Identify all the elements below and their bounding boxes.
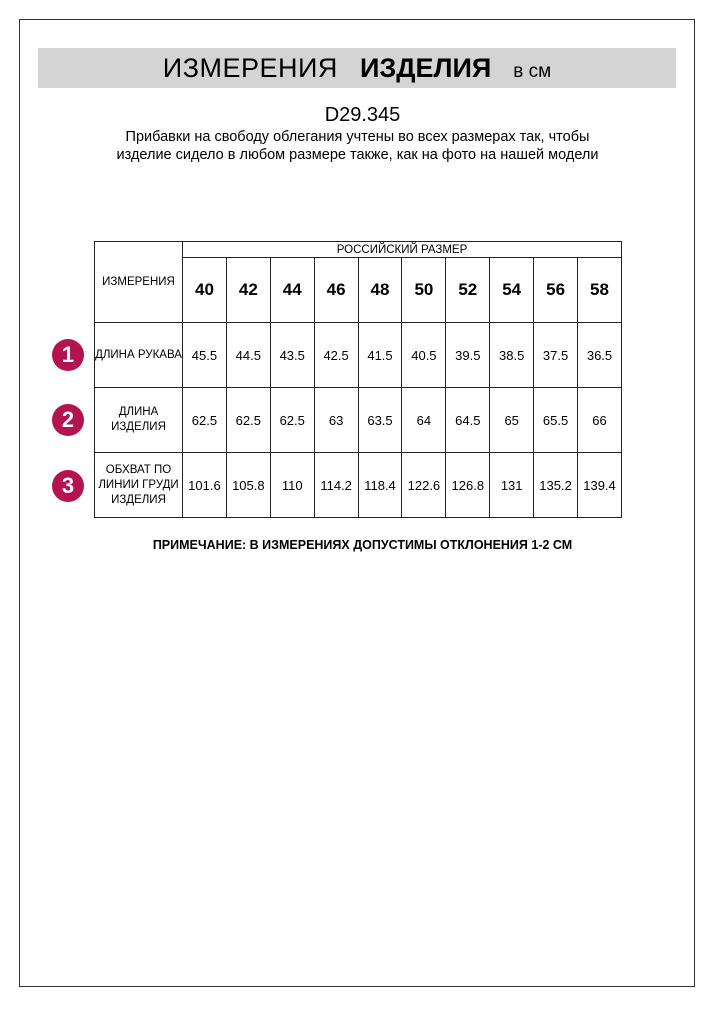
title-bold: ИЗДЕЛИЯ [359,53,492,83]
table-row: ДЛИНА ИЗДЕЛИЯ 62.5 62.5 62.5 63 63.5 64 64.5 65 6… [94,387,622,453]
title-banner: ИЗМЕРЕНИЯ ИЗДЕЛИЯ в см [38,48,676,88]
row-label: ДЛИНА ИЗДЕЛИЯ [94,387,183,453]
note: ПРИМЕЧАНИЕ: В ИЗМЕРЕНИЯХ ДОПУСТИМЫ ОТКЛО… [152,538,573,552]
size-cell: 56 [533,257,579,323]
row-label: ДЛИНА РУКАВА [94,322,183,388]
value-cell: 40.5 [401,322,447,388]
size-cell: 44 [269,257,315,323]
value-cell: 126.8 [445,452,491,518]
value-cell: 41.5 [357,322,403,388]
value-cell: 135.2 [533,452,579,518]
row-label: ОБХВАТ ПО ЛИНИИ ГРУДИ ИЗДЕЛИЯ [94,452,183,518]
value-cell: 37.5 [533,322,579,388]
size-cell: 50 [401,257,447,323]
value-cell: 101.6 [182,452,227,518]
title-regular: ИЗМЕРЕНИЯ [162,53,338,83]
number-badge: 3 [52,470,84,502]
value-cell: 39.5 [445,322,491,388]
page-frame [19,19,695,987]
size-header: РОССИЙСКИЙ РАЗМЕР [182,241,622,258]
value-cell: 64 [401,387,447,453]
value-cell: 44.5 [225,322,271,388]
size-cell: 54 [489,257,535,323]
number-badge: 2 [52,404,84,436]
value-cell: 65 [489,387,535,453]
value-cell: 62.5 [269,387,315,453]
value-cell: 62.5 [225,387,271,453]
value-cell: 118.4 [357,452,403,518]
value-cell: 114.2 [313,452,359,518]
value-cell: 45.5 [182,322,227,388]
size-cell: 46 [313,257,359,323]
value-cell: 36.5 [577,322,622,388]
number-badge: 1 [52,339,84,371]
description: Прибавки на свободу облегания учтены во … [116,129,599,163]
value-cell: 42.5 [313,322,359,388]
table-row: ДЛИНА РУКАВА 45.5 44.5 43.5 42.5 41.5 40.5 39.5… [94,322,622,388]
value-cell: 65.5 [533,387,579,453]
measure-header: ИЗМЕРЕНИЯ [94,241,183,323]
header-row: ИЗМЕРЕНИЯ РОССИЙСКИЙ РАЗМЕР [94,241,622,323]
size-cell: 52 [445,257,491,323]
value-cell: 63 [313,387,359,453]
value-cell: 63.5 [357,387,403,453]
size-cell: 48 [357,257,403,323]
value-cell: 131 [489,452,535,518]
size-table: ИЗМЕРЕНИЯ РОССИЙСКИЙ РАЗМЕР 40 42 44 46 48 50 52… [94,241,622,518]
value-cell: 64.5 [445,387,491,453]
value-cell: 122.6 [401,452,447,518]
table-row: ОБХВАТ ПО ЛИНИИ ГРУДИ ИЗДЕЛИЯ 101.6 105.8 1… [94,452,622,518]
size-cell: 42 [225,257,271,323]
value-cell: 62.5 [182,387,227,453]
value-cell: 105.8 [225,452,271,518]
title-unit: в см [513,61,552,82]
size-cell: 58 [577,257,622,323]
size-cell: 40 [182,257,227,323]
product-code: D29.345 [324,104,401,126]
value-cell: 38.5 [489,322,535,388]
value-cell: 110 [269,452,315,518]
sizes-row: 40 42 44 46 48 50 52 54 56 58 [95,257,622,323]
value-cell: 139.4 [577,452,622,518]
value-cell: 66 [577,387,622,453]
value-cell: 43.5 [269,322,315,388]
